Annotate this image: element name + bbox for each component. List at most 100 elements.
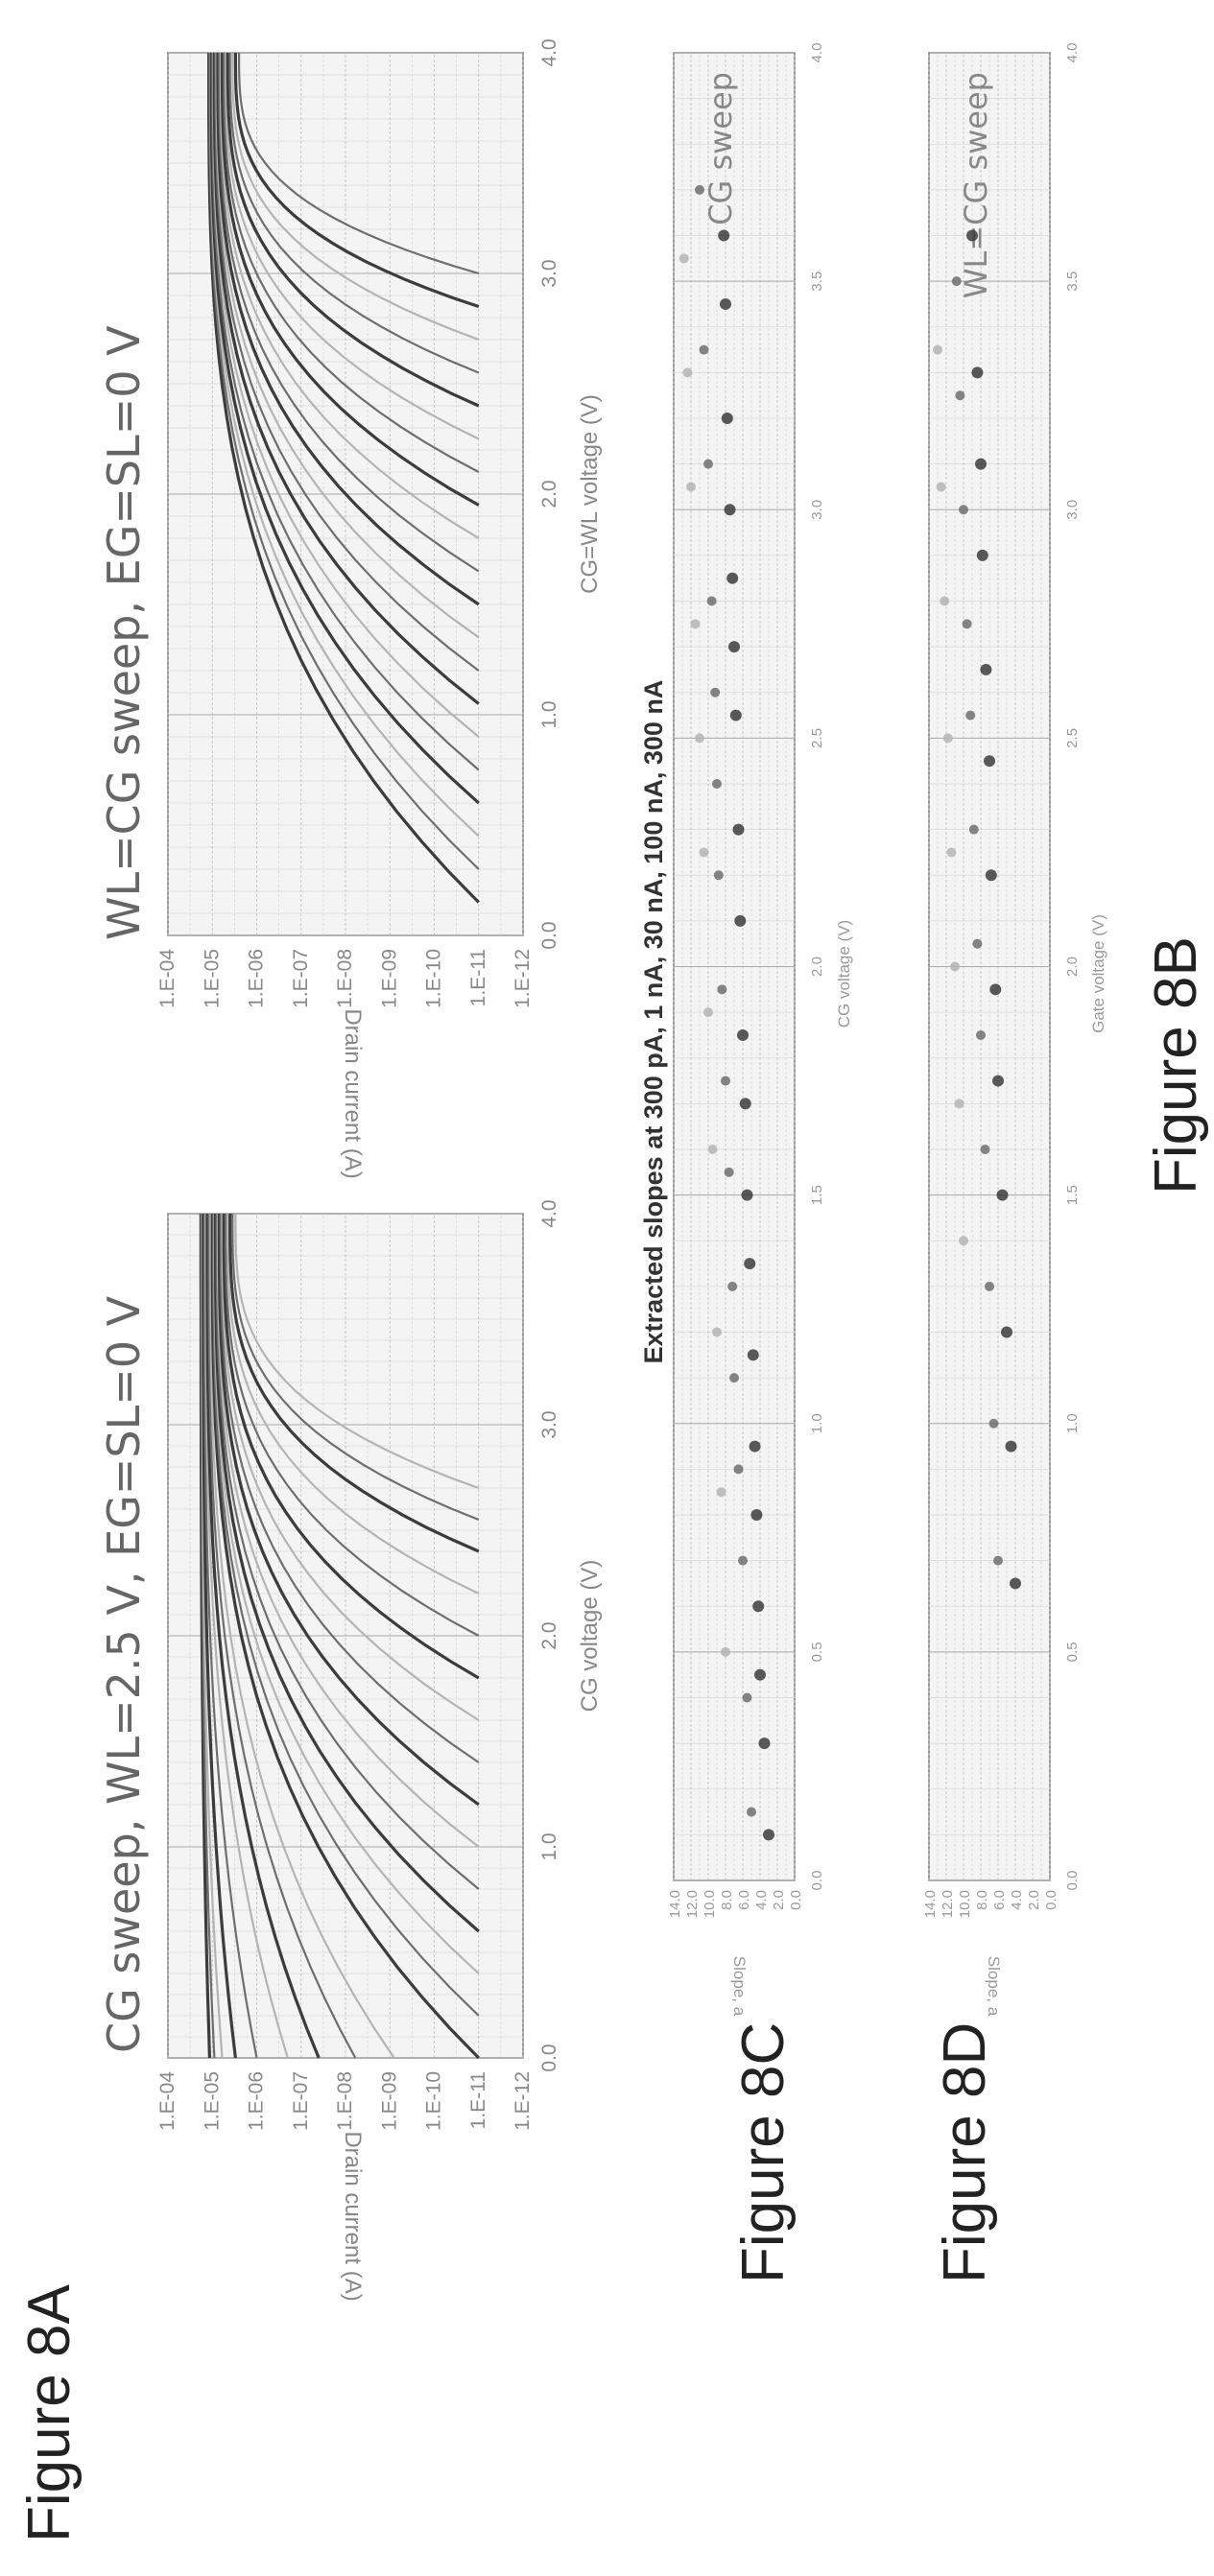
series-line bbox=[228, 1214, 480, 1553]
data-point bbox=[946, 847, 957, 858]
data-point bbox=[707, 1145, 718, 1154]
chart-8b: 0.0 1.0 2.0 3.0 4.0 1.E-04 1.E-05 1.E-06 1.E-07 1… bbox=[98, 38, 603, 1178]
data-point bbox=[984, 755, 995, 768]
y-tick-label: 1.E-09 bbox=[378, 2071, 400, 2131]
series-line bbox=[214, 53, 480, 672]
data-point bbox=[965, 710, 976, 721]
y-tick-label: 12.0 bbox=[684, 1890, 701, 1918]
series-line bbox=[210, 1214, 480, 2060]
legend-label: CG sweep bbox=[702, 72, 739, 225]
data-point bbox=[955, 390, 965, 401]
series-line bbox=[231, 1214, 480, 1522]
data-point bbox=[712, 779, 722, 789]
y-tick-label: 1.E-04 bbox=[156, 2071, 179, 2131]
series-line bbox=[233, 53, 480, 309]
series-line bbox=[217, 1214, 480, 1807]
series-line bbox=[234, 1214, 480, 1490]
x-tick-label: 1.5 bbox=[1064, 1185, 1081, 1205]
data-point bbox=[720, 297, 731, 310]
y-tick-label: 10.0 bbox=[957, 1890, 973, 1918]
x-tick-label: 0.0 bbox=[1064, 1871, 1081, 1891]
data-point bbox=[726, 572, 739, 584]
data-point bbox=[985, 869, 997, 882]
data-point bbox=[975, 458, 987, 470]
series-line bbox=[221, 1214, 480, 1721]
y-tick-label: 1.E-07 bbox=[290, 949, 312, 1008]
data-point bbox=[703, 459, 713, 469]
chart-8a: 0.0 1.0 2.0 3.0 4.0 1.E-04 1.E-05 1.E-06 1.E-07 1… bbox=[98, 1199, 603, 2301]
data-point bbox=[744, 1258, 756, 1270]
y-tick-label: 1.E-08 bbox=[334, 949, 356, 1008]
data-point bbox=[763, 1829, 774, 1841]
data-point bbox=[678, 253, 689, 264]
data-point bbox=[988, 1418, 999, 1429]
y-tick-label: 10.0 bbox=[702, 1890, 718, 1918]
x-axis-label: CG voltage (V) bbox=[577, 1560, 603, 1713]
x-axis-label: CG voltage (V) bbox=[835, 920, 853, 1028]
chart-title: Extracted slopes at 300 pA, 1 nA, 30 nA,… bbox=[639, 680, 668, 1364]
series-line bbox=[219, 1214, 480, 1763]
x-tick-label: 3.0 bbox=[1064, 500, 1081, 520]
y-tick-label: 1.E-04 bbox=[156, 949, 179, 1008]
series-line bbox=[212, 53, 480, 705]
data-point bbox=[729, 1373, 739, 1383]
data-point bbox=[728, 641, 740, 653]
chart-title: CG sweep, WL=2.5 V, EG=SL=0 V bbox=[98, 1295, 150, 2053]
data-point bbox=[754, 1668, 766, 1681]
data-point bbox=[741, 1189, 753, 1201]
x-tick-label: 1.0 bbox=[538, 700, 560, 728]
data-point bbox=[1005, 1440, 1017, 1453]
data-point bbox=[734, 914, 747, 927]
series-line bbox=[226, 1214, 480, 1595]
data-point bbox=[724, 1167, 734, 1177]
data-point bbox=[972, 938, 983, 949]
y-tick-label: 14.0 bbox=[667, 1890, 683, 1918]
data-point bbox=[738, 1555, 748, 1566]
series-line bbox=[215, 1214, 480, 1890]
data-point bbox=[750, 1509, 763, 1521]
data-point bbox=[968, 824, 979, 835]
data-point bbox=[747, 1349, 759, 1361]
series-line bbox=[211, 53, 480, 771]
x-tick-label: 1.0 bbox=[538, 1832, 560, 1860]
series-line bbox=[207, 1214, 357, 2059]
data-point bbox=[959, 505, 968, 515]
x-tick-label: 3.0 bbox=[538, 1410, 560, 1438]
data-point bbox=[695, 733, 704, 744]
x-tick-label: 2.0 bbox=[538, 480, 560, 508]
data-point bbox=[976, 1029, 986, 1040]
x-tick-label: 1.0 bbox=[809, 1413, 825, 1433]
data-point bbox=[758, 1737, 771, 1750]
data-point bbox=[962, 619, 972, 629]
y-tick-label: 2.0 bbox=[771, 1890, 787, 1910]
x-tick-label: 2.0 bbox=[538, 1621, 560, 1649]
data-point bbox=[959, 1236, 968, 1246]
data-point bbox=[682, 367, 693, 378]
data-point bbox=[724, 504, 736, 516]
y-tick-label: 1.E-09 bbox=[378, 949, 400, 1008]
y-tick-label: 12.0 bbox=[940, 1890, 956, 1918]
x-tick-label: 4.0 bbox=[538, 1199, 560, 1227]
data-point bbox=[940, 596, 950, 606]
y-tick-label: 4.0 bbox=[753, 1890, 770, 1910]
x-axis-label: CG=WL voltage (V) bbox=[577, 394, 603, 594]
y-tick-label: 14.0 bbox=[922, 1890, 939, 1918]
x-tick-label: 0.0 bbox=[538, 2044, 560, 2071]
y-tick-label: 1.E-10 bbox=[423, 949, 445, 1008]
data-point bbox=[710, 687, 721, 697]
data-point bbox=[989, 983, 1002, 996]
chart-8d: 0.0 0.5 1.0 1.5 2.0 2.5 3.0 3.5 4.0 14.0 12.0 10.0 8… bbox=[922, 43, 1107, 2017]
series-line bbox=[228, 53, 480, 374]
y-tick-label: 0.0 bbox=[1043, 1890, 1059, 1910]
x-tick-label: 0.0 bbox=[538, 921, 560, 949]
data-point bbox=[703, 1007, 713, 1018]
data-point bbox=[980, 1145, 990, 1154]
data-point bbox=[721, 1646, 730, 1657]
y-tick-label: 8.0 bbox=[719, 1890, 735, 1910]
data-point bbox=[752, 1600, 765, 1613]
data-point bbox=[954, 1099, 964, 1109]
data-point bbox=[718, 229, 730, 242]
x-tick-label: 3.5 bbox=[809, 272, 825, 292]
